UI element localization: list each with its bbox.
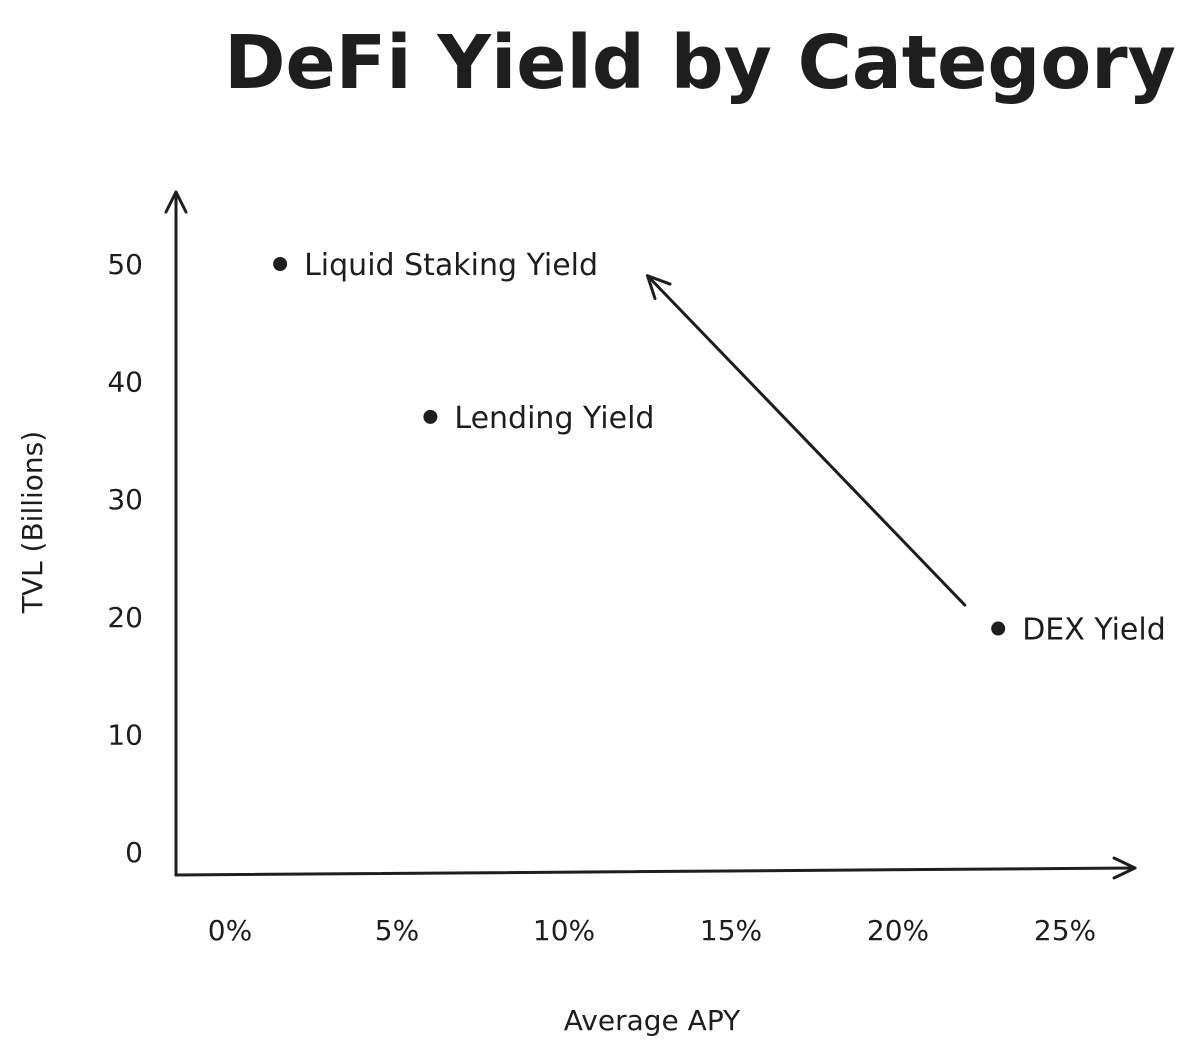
y-axis-arrowhead: [164, 190, 188, 214]
arrow-annotation-head: [646, 274, 672, 301]
y-tick-label: 30: [107, 483, 143, 516]
y-axis-label: TVL (Billions): [16, 431, 49, 614]
y-tick-label: 50: [107, 248, 143, 281]
data-point-label: DEX Yield: [1022, 613, 1166, 648]
annotations: [646, 274, 967, 607]
data-point-label: Liquid Staking Yield: [304, 248, 598, 283]
y-tick-label: 0: [125, 836, 143, 869]
data-point: [423, 409, 438, 424]
x-tick-labels: 0% 5% 10% 15% 20% 25%: [208, 914, 1096, 947]
x-axis-label: Average APY: [564, 1004, 741, 1037]
y-tick-label: 10: [107, 718, 143, 751]
y-tick-label: 20: [107, 601, 143, 634]
x-tick-label: 10%: [533, 914, 595, 947]
x-tick-label: 15%: [700, 914, 762, 947]
data-point-label: Lending Yield: [454, 401, 654, 436]
x-tick-label: 25%: [1034, 914, 1096, 947]
data-point: [273, 257, 288, 271]
chart-title: DeFi Yield by Category: [224, 20, 1176, 106]
x-axis: [174, 866, 1137, 877]
x-tick-label: 0%: [208, 914, 252, 947]
y-tick-label: 40: [107, 366, 143, 399]
data-point: [991, 621, 1006, 636]
x-tick-label: 20%: [867, 914, 929, 947]
data-points: Liquid Staking Yield Lending Yield DEX Yie…: [273, 248, 1166, 648]
x-axis-arrowhead: [1112, 856, 1137, 880]
arrow-annotation: [646, 274, 967, 607]
y-tick-labels: 0 10 20 30 40 50: [107, 248, 143, 869]
x-tick-label: 5%: [375, 914, 419, 947]
